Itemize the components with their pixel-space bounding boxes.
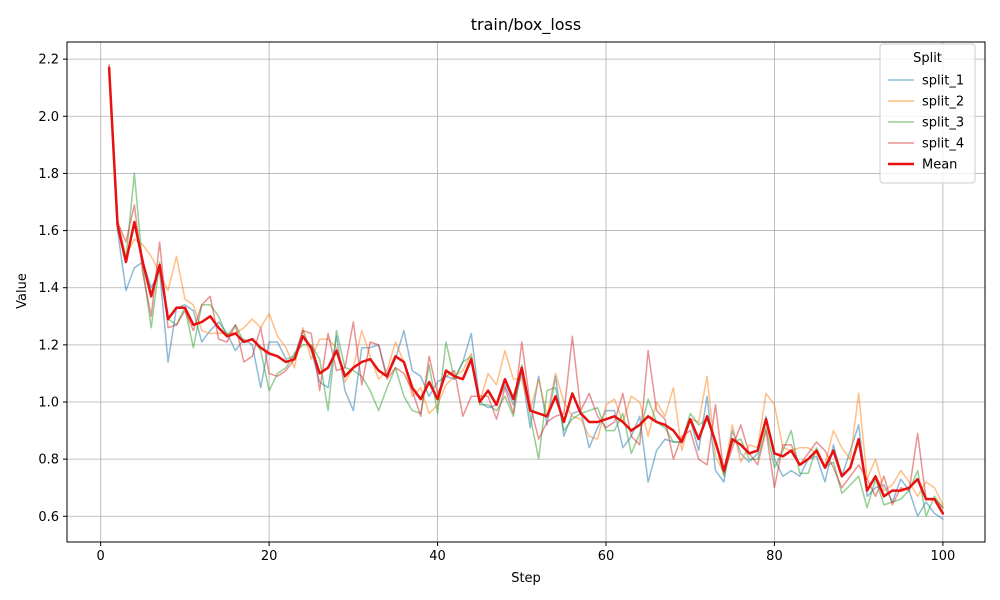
legend-entry-label: split_2 — [922, 95, 964, 110]
plot-frame — [66, 41, 986, 543]
legend-entry-label: split_4 — [922, 137, 964, 152]
legend-entry-label: Mean — [922, 158, 957, 173]
y-tick-label: 1.8 — [38, 167, 59, 182]
x-tick-label: 20 — [261, 549, 278, 564]
legend-entry-label: split_3 — [922, 116, 964, 131]
legend: Split split_1 split_2 split_3 split_4 Mean — [879, 43, 976, 184]
x-tick-label: 60 — [598, 549, 615, 564]
y-tick-label: 2.2 — [38, 53, 59, 68]
series-line-split-4 — [108, 72, 944, 509]
x-axis-label: Step — [511, 571, 541, 586]
y-axis-label: Value — [15, 273, 30, 309]
x-tick-label: 40 — [429, 549, 446, 564]
y-tick-label: 2.0 — [38, 110, 59, 125]
legend-title: Split — [913, 51, 942, 66]
y-tick-label: 1.2 — [38, 338, 59, 353]
series-line-mean — [107, 66, 945, 515]
y-tick-label: 0.6 — [38, 510, 59, 525]
y-tick-label: 1.6 — [38, 224, 59, 239]
legend-entry-label: split_1 — [922, 74, 964, 89]
x-axis: 0 20 40 60 80 100 — [97, 542, 955, 564]
series-layer — [107, 64, 945, 520]
legend-box — [879, 43, 976, 184]
x-tick-label: 80 — [766, 549, 783, 564]
series-line-split-1 — [108, 64, 944, 520]
y-axis: 0.6 0.8 1.0 1.2 1.4 1.6 1.8 2.0 2.2 — [38, 53, 67, 525]
y-tick-label: 0.8 — [38, 453, 59, 468]
y-tick-label: 1.0 — [38, 396, 59, 411]
x-tick-label: 0 — [97, 549, 105, 564]
y-tick-label: 1.4 — [38, 281, 59, 296]
x-tick-label: 100 — [930, 549, 955, 564]
chart-title: train/box_loss — [471, 15, 581, 35]
